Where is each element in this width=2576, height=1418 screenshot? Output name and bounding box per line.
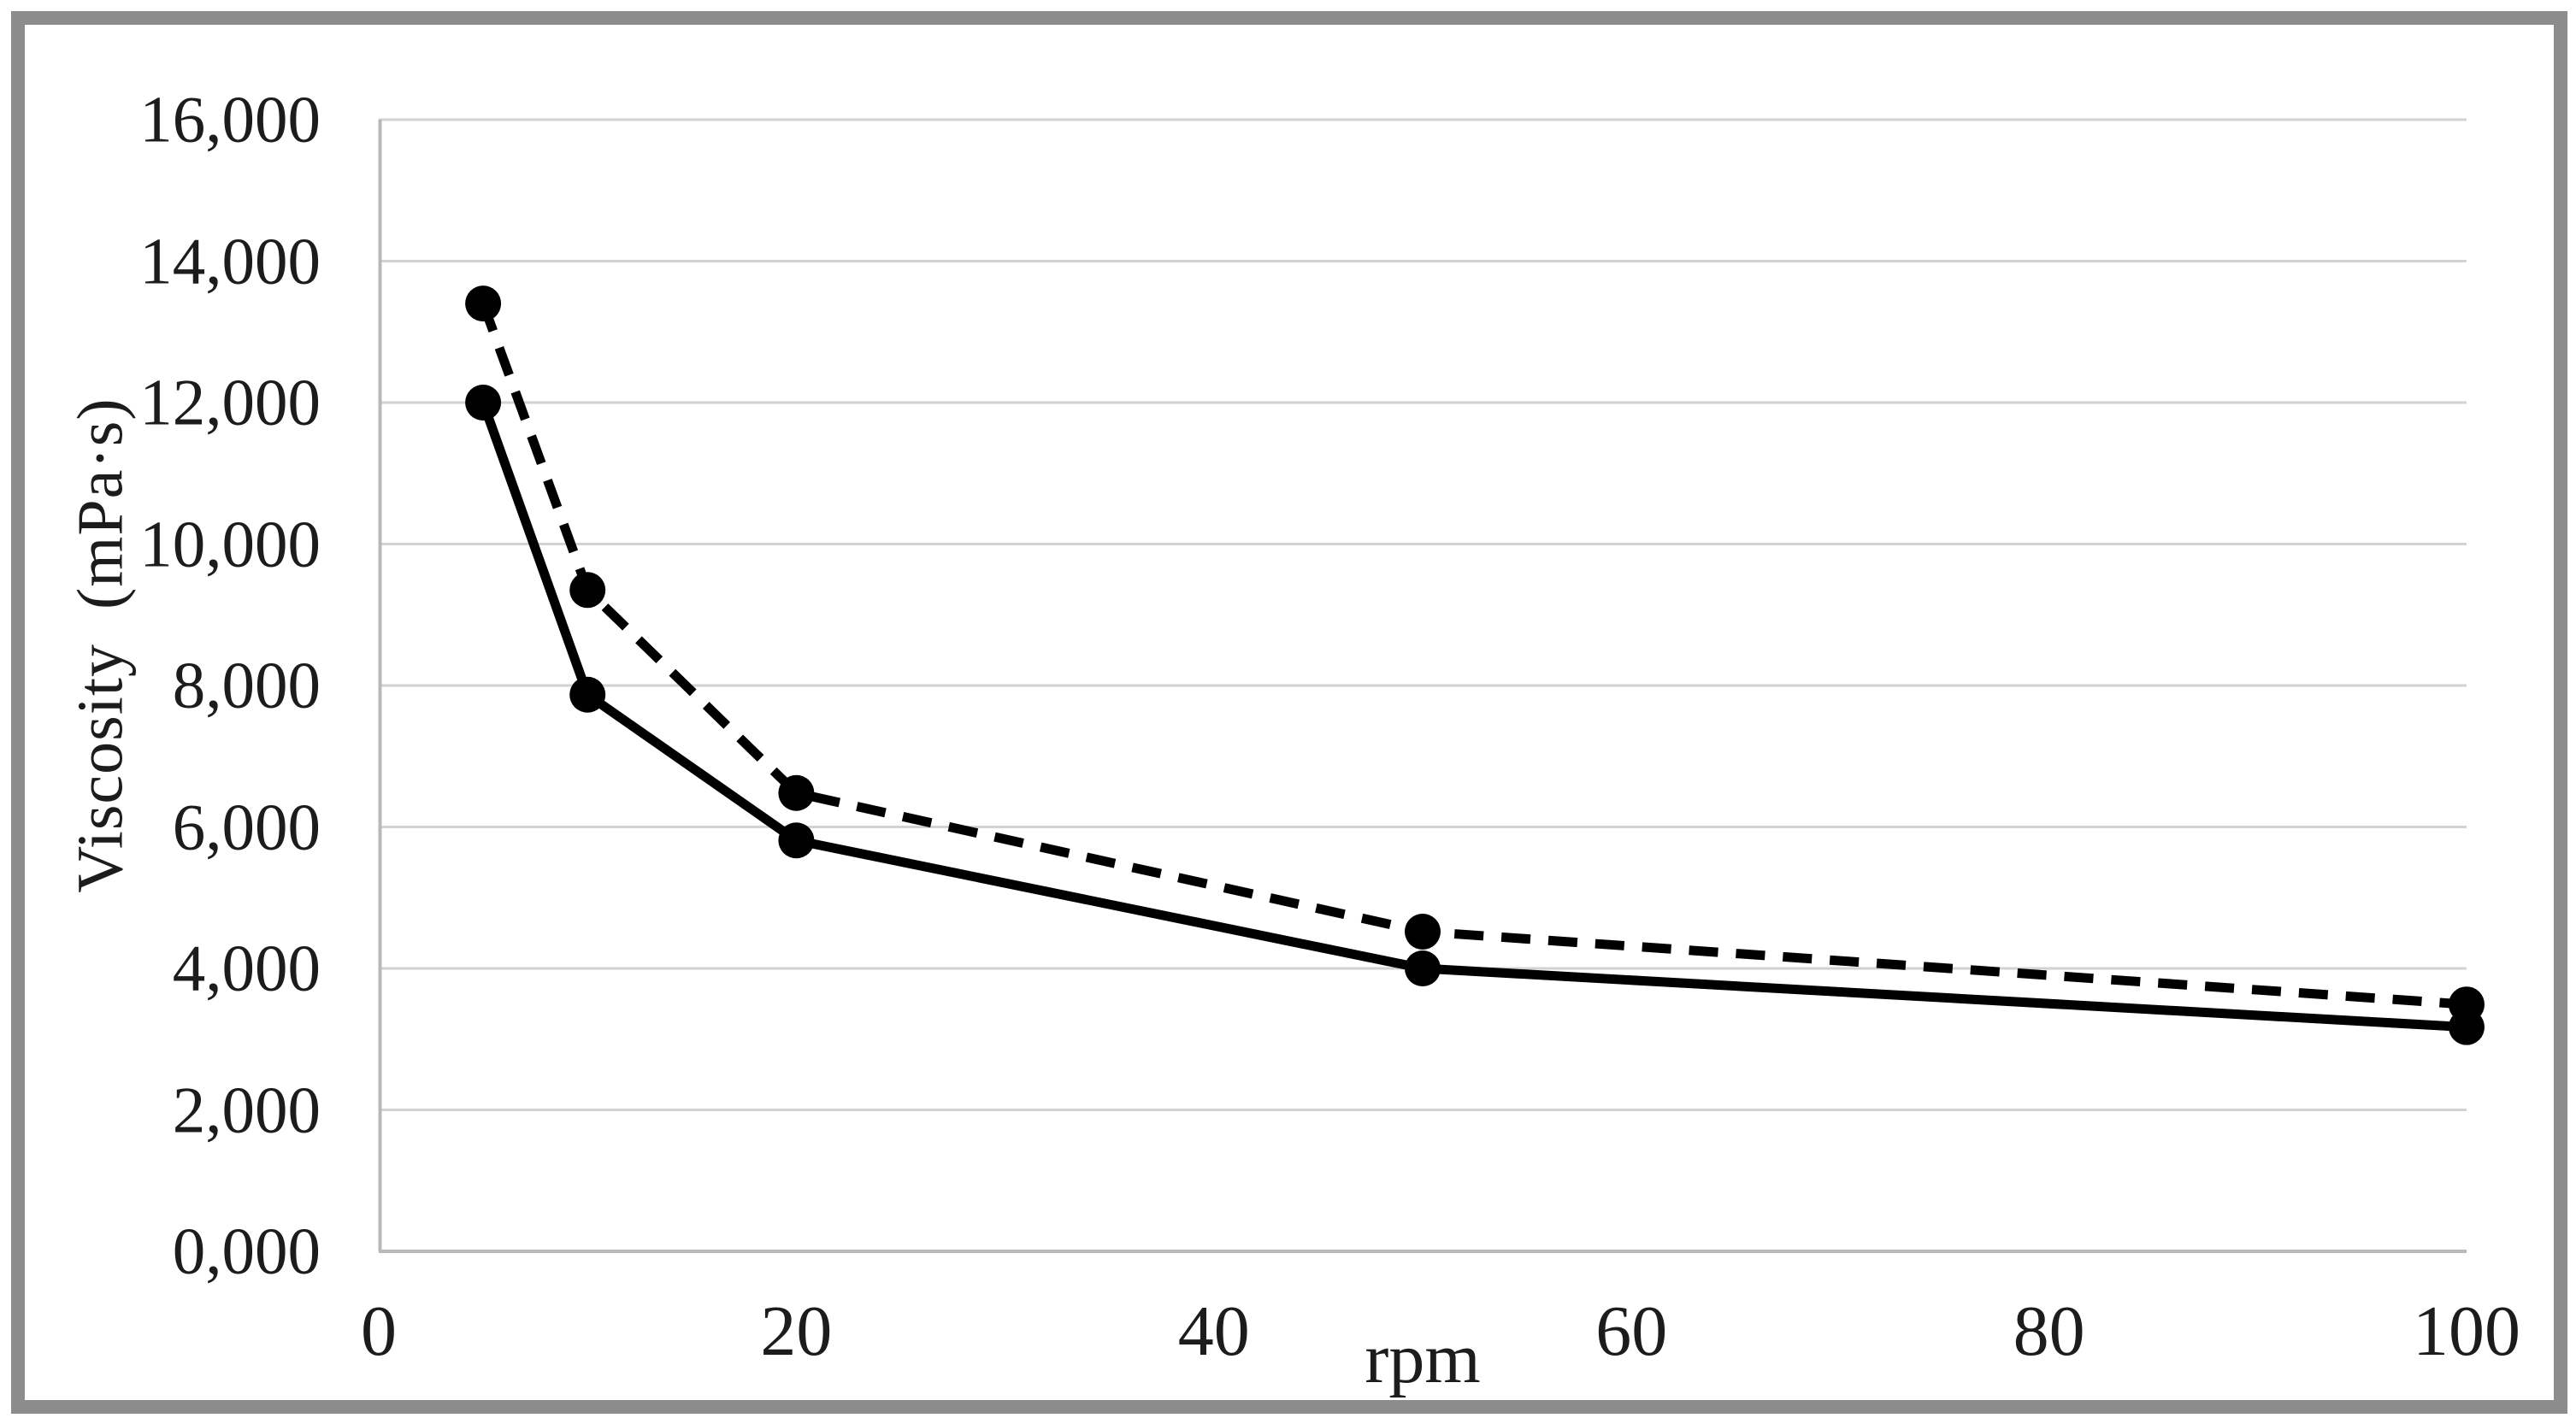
- data-point-marker-upper-dashed: [1405, 913, 1441, 950]
- data-point-marker-lower-solid: [2449, 1009, 2485, 1045]
- data-point-marker-lower-solid: [1405, 950, 1441, 986]
- y-tick-label: 12,000: [139, 365, 321, 439]
- data-point-marker-upper-dashed: [778, 774, 815, 811]
- y-tick-label: 8,000: [172, 648, 321, 722]
- data-point-marker-lower-solid: [778, 822, 815, 859]
- y-tick-label: 2,000: [172, 1073, 321, 1146]
- y-tick-label: 14,000: [139, 224, 321, 297]
- data-point-marker-lower-solid: [465, 385, 502, 421]
- series-line-upper-dashed: [478, 302, 2467, 1009]
- data-point-marker-lower-solid: [569, 676, 606, 713]
- data-point-marker-upper-dashed: [569, 572, 606, 609]
- y-tick-label: 10,000: [139, 507, 321, 580]
- y-tick-label: 0,000: [172, 1214, 321, 1288]
- x-tick-label: 100: [2413, 1291, 2520, 1371]
- x-tick-label: 0: [361, 1291, 397, 1371]
- x-tick-label: 60: [1595, 1291, 1668, 1371]
- x-tick-label: 80: [2013, 1291, 2085, 1371]
- y-tick-label: 4,000: [172, 931, 321, 1005]
- x-axis-title: rpm: [1365, 1319, 1481, 1398]
- plot-area: [378, 118, 2485, 1253]
- y-tick-label: 16,000: [139, 82, 321, 156]
- x-tick-label: 20: [760, 1291, 833, 1371]
- y-tick-label: 6,000: [172, 790, 321, 863]
- x-tick-label: 40: [1177, 1291, 1250, 1371]
- data-point-marker-upper-dashed: [465, 285, 502, 322]
